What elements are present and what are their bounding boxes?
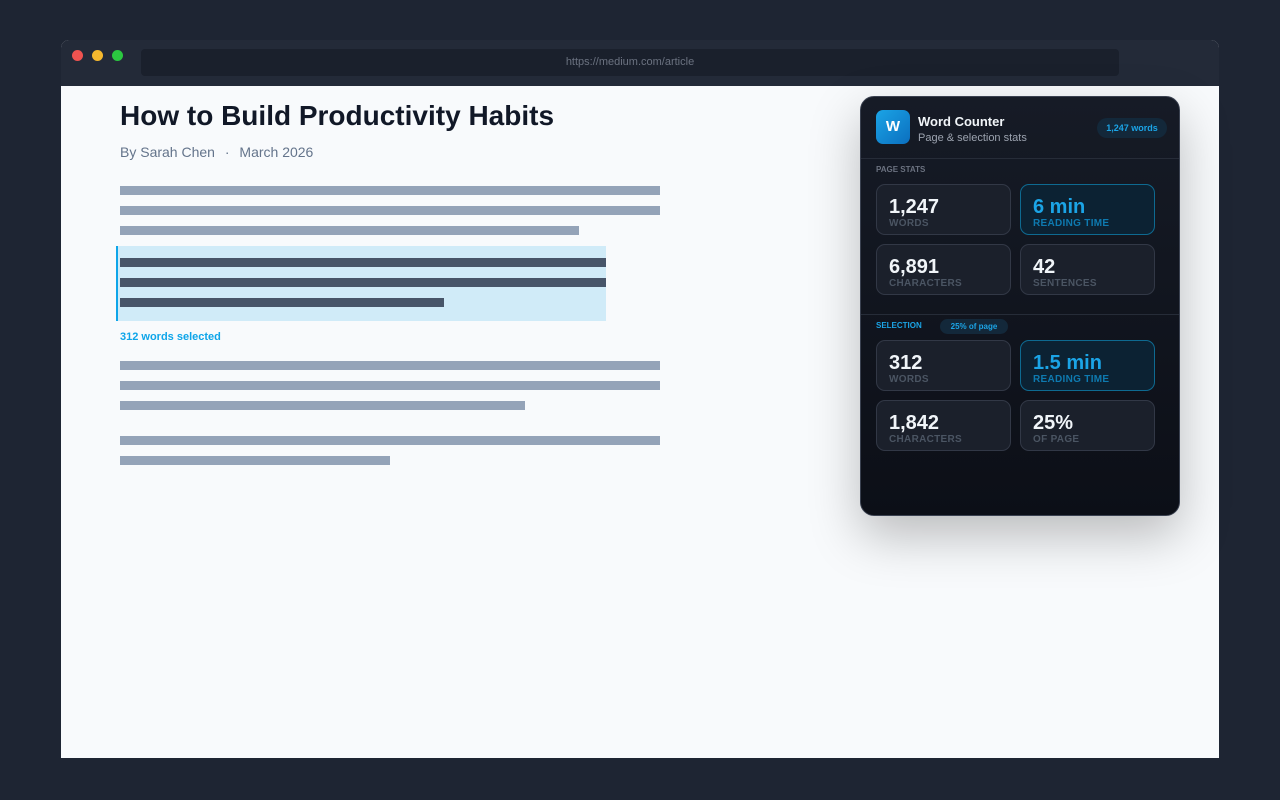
maximize-button[interactable] bbox=[112, 50, 123, 61]
stat-label: CHARACTERS bbox=[889, 434, 962, 445]
text-line bbox=[120, 401, 525, 410]
divider bbox=[861, 314, 1179, 315]
stat-value: 312 bbox=[889, 352, 923, 374]
text-line bbox=[120, 381, 660, 390]
text-line bbox=[120, 206, 660, 215]
stat-value: 25% bbox=[1033, 412, 1074, 434]
byline: By Sarah Chen · March 2026 bbox=[120, 144, 313, 160]
stat-value: 1.5 min bbox=[1033, 352, 1102, 374]
selection-note: 312 words selected bbox=[120, 331, 221, 343]
stat-card: 6 min READING TIME bbox=[1020, 184, 1155, 235]
stat-card: 312 WORDS bbox=[876, 340, 1011, 391]
stat-label: OF PAGE bbox=[1033, 434, 1080, 445]
section-label: SELECTION bbox=[876, 321, 922, 330]
author: By Sarah Chen bbox=[120, 144, 215, 160]
stat-value: 6,891 bbox=[889, 256, 940, 278]
address-bar[interactable]: https://medium.com/article bbox=[141, 49, 1119, 76]
browser-toolbar: https://medium.com/article bbox=[61, 40, 1219, 86]
selected-line bbox=[120, 258, 606, 267]
stat-label: READING TIME bbox=[1033, 374, 1110, 385]
popup-subtitle: Page & selection stats bbox=[918, 132, 1027, 144]
stat-value: 42 bbox=[1033, 256, 1056, 278]
date: March 2026 bbox=[239, 144, 314, 160]
article-title: How to Build Productivity Habits bbox=[120, 100, 555, 131]
stat-label: WORDS bbox=[889, 374, 929, 385]
stat-label: SENTENCES bbox=[1033, 278, 1097, 289]
section-label: PAGE STATS bbox=[876, 165, 926, 174]
stat-card: 25% OF PAGE bbox=[1020, 400, 1155, 451]
minimize-button[interactable] bbox=[92, 50, 103, 61]
word-badge: 1,247 words bbox=[1097, 118, 1167, 138]
stat-value: 1,842 bbox=[889, 412, 940, 434]
text-line bbox=[120, 456, 390, 465]
selection-badge: 25% of page bbox=[940, 319, 1008, 334]
text-line bbox=[120, 436, 660, 445]
stat-value: 6 min bbox=[1033, 196, 1086, 218]
text-line bbox=[120, 186, 660, 195]
stat-card: 1.5 min READING TIME bbox=[1020, 340, 1155, 391]
extension-popup: W Word Counter Page & selection stats 1,… bbox=[860, 96, 1180, 516]
text-line bbox=[120, 361, 660, 370]
stat-card: 1,842 CHARACTERS bbox=[876, 400, 1011, 451]
separator: · bbox=[224, 144, 230, 160]
stat-card: 6,891 CHARACTERS bbox=[876, 244, 1011, 295]
stat-label: WORDS bbox=[889, 218, 929, 229]
text-line bbox=[120, 226, 579, 235]
app-icon: W bbox=[876, 110, 910, 144]
stat-value: 1,247 bbox=[889, 196, 940, 218]
selected-line bbox=[120, 298, 444, 307]
selected-line bbox=[120, 278, 606, 287]
close-button[interactable] bbox=[72, 50, 83, 61]
stat-card: 1,247 WORDS bbox=[876, 184, 1011, 235]
stat-card: 42 SENTENCES bbox=[1020, 244, 1155, 295]
stat-label: READING TIME bbox=[1033, 218, 1110, 229]
stat-label: CHARACTERS bbox=[889, 278, 962, 289]
popup-title: Word Counter bbox=[918, 114, 1005, 129]
divider bbox=[861, 158, 1179, 159]
